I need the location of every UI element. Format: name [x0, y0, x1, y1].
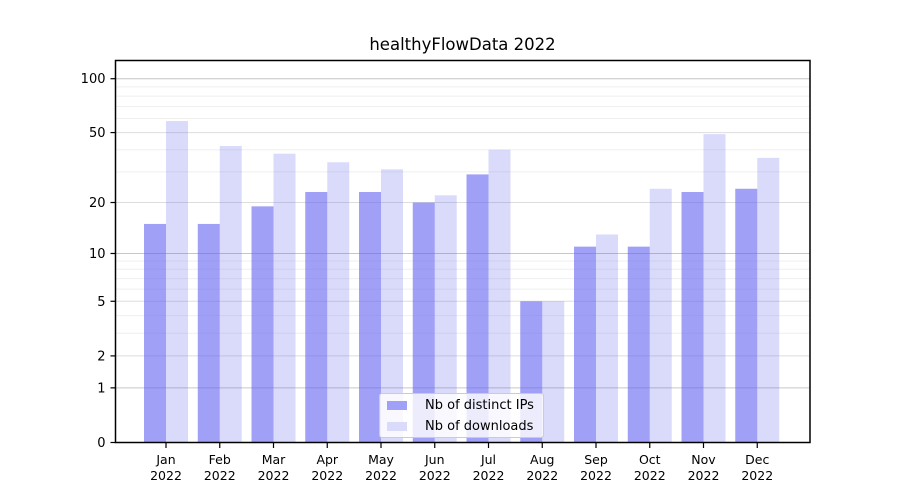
y-tick-label-100: 100 [81, 72, 106, 87]
bar-dec-distinct-ips [735, 188, 758, 443]
x-tick-label-aug: Aug 2022 [526, 452, 558, 483]
y-tick-label-0: 0 [97, 436, 105, 451]
legend-swatch-downloads [387, 421, 407, 431]
bar-nov-distinct-ips [681, 191, 704, 443]
bars-distinct-ips [144, 174, 758, 443]
x-axis: Jan 2022 Feb 2022 Mar 2022 Apr 2022 May 2022 Jun 20… [150, 442, 773, 483]
y-tick-label-10: 10 [89, 247, 106, 262]
y-tick-label-20: 20 [89, 196, 106, 211]
bar-oct-downloads [649, 188, 672, 443]
x-tick-label-apr: Apr 2022 [311, 452, 343, 483]
chart-title: healthyFlowData 2022 [369, 35, 556, 54]
y-tick-label-50: 50 [89, 126, 106, 141]
bar-oct-distinct-ips [627, 246, 650, 443]
bar-jul-distinct-ips [466, 174, 489, 443]
x-tick-label-sep: Sep 2022 [580, 452, 612, 483]
bar-aug-downloads [542, 301, 565, 443]
bar-apr-downloads [327, 162, 350, 443]
x-tick-label-nov: Nov 2022 [688, 452, 720, 483]
bar-nov-downloads [703, 134, 726, 443]
legend-label-downloads: Nb of downloads [425, 418, 534, 434]
x-tick-label-jan: Jan 2022 [150, 452, 182, 483]
bar-jun-downloads [434, 195, 457, 443]
y-tick-label-2: 2 [97, 349, 105, 364]
x-tick-label-mar: Mar 2022 [258, 452, 290, 483]
bar-jan-downloads [166, 121, 188, 443]
x-tick-label-may: May 2022 [365, 452, 397, 483]
bar-feb-distinct-ips [197, 223, 220, 443]
x-tick-label-jul: Jul 2022 [473, 452, 505, 483]
bar-sep-distinct-ips [574, 246, 596, 443]
legend-item-distinct-ips: Nb of distinct IPs [387, 397, 543, 414]
bar-mar-downloads [273, 153, 296, 443]
bar-apr-distinct-ips [305, 191, 328, 443]
y-tick-label-1: 1 [97, 381, 105, 396]
bar-sep-downloads [596, 234, 618, 443]
bar-jun-distinct-ips [412, 202, 435, 443]
bar-mar-distinct-ips [251, 206, 274, 443]
legend-label-distinct-ips: Nb of distinct IPs [425, 397, 534, 413]
bar-jan-distinct-ips [144, 223, 166, 443]
bar-dec-downloads [757, 157, 780, 443]
bar-feb-downloads [219, 146, 242, 443]
legend: Nb of distinct IPs Nb of downloads [379, 393, 544, 438]
y-axis: 0 1 2 5 10 20 50 100 [81, 72, 116, 451]
x-tick-label-dec: Dec 2022 [741, 452, 773, 483]
x-tick-label-feb: Feb 2022 [204, 452, 236, 483]
bar-jul-downloads [488, 149, 511, 443]
axes-frame [114, 59, 811, 444]
legend-swatch-distinct-ips [387, 400, 407, 410]
bar-may-distinct-ips [359, 191, 381, 443]
bars-downloads [166, 121, 780, 443]
x-tick-label-oct: Oct 2022 [634, 452, 666, 483]
x-tick-label-jun: Jun 2022 [419, 452, 451, 483]
legend-item-downloads: Nb of downloads [387, 418, 543, 435]
y-tick-label-5: 5 [97, 295, 105, 310]
bar-may-downloads [381, 169, 403, 443]
